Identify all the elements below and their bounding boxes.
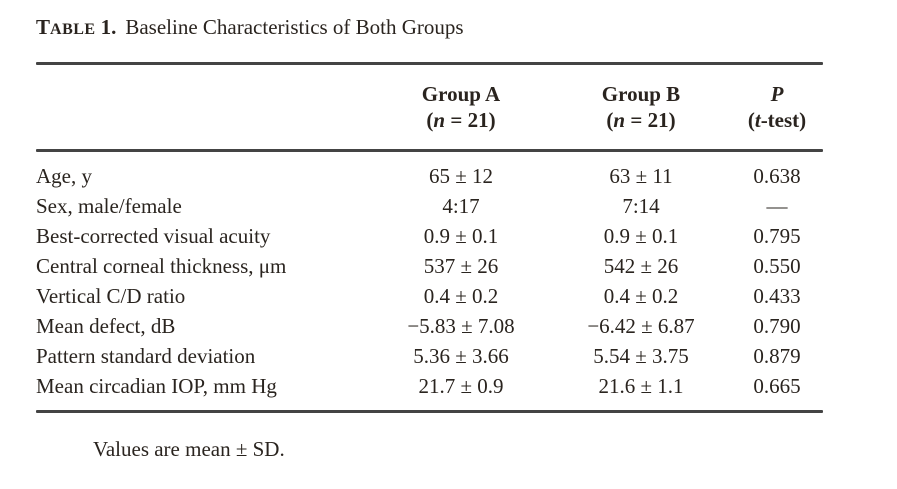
column-header-p: P (t-test): [731, 81, 823, 133]
cell-group-b: 542 ± 26: [603, 254, 679, 278]
table-row-mean-defect: Mean defect, dB −5.83 ± 7.08 −6.42 ± 6.8…: [36, 311, 823, 341]
table-row-corneal-thickness: Central corneal thickness, μm 537 ± 26 5…: [36, 251, 823, 281]
cell-p: 0.433: [753, 284, 801, 308]
cell-p: 0.638: [753, 164, 801, 188]
table-row-cd-ratio: Vertical C/D ratio 0.4 ± 0.2 0.4 ± 0.2 0…: [36, 281, 823, 311]
cell-p: 0.550: [753, 254, 801, 278]
table-header-row: Group A (n = 21) Group B (n = 21) P (t-t…: [36, 65, 823, 149]
cell-p: 0.790: [753, 314, 801, 338]
group-b-n: (n = 21): [606, 108, 676, 132]
row-label: Age, y: [36, 164, 92, 188]
cell-group-b: −6.42 ± 6.87: [587, 314, 695, 338]
row-label: Vertical C/D ratio: [36, 284, 186, 308]
cell-group-b: 0.9 ± 0.1: [603, 224, 679, 248]
group-a-name: Group A: [421, 82, 501, 106]
cell-group-b: 0.4 ± 0.2: [603, 284, 679, 308]
caption-text: Baseline Characteristics of Both Groups: [125, 15, 464, 39]
cell-group-a: 65 ± 12: [428, 164, 494, 188]
cell-group-b: 7:14: [622, 194, 660, 218]
row-label: Sex, male/female: [36, 194, 182, 218]
table-row-circadian-iop: Mean circadian IOP, mm Hg 21.7 ± 0.9 21.…: [36, 371, 823, 401]
table-body: Age, y 65 ± 12 63 ± 11 0.638 Sex, male/f…: [36, 152, 823, 410]
caption-label-smallcaps: ABLE: [50, 21, 96, 38]
table-figure: TABLE 1. Baseline Characteristics of Both …: [36, 14, 823, 462]
cell-p: 0.879: [753, 344, 801, 368]
cell-p: 0.665: [753, 374, 801, 398]
cell-group-b: 5.54 ± 3.75: [593, 344, 689, 368]
column-header-group-a: Group A (n = 21): [371, 81, 551, 133]
column-header-group-b: Group B (n = 21): [551, 81, 731, 133]
table-caption-label: TABLE 1.: [36, 15, 116, 39]
table-row-pattern-sd: Pattern standard deviation 5.36 ± 3.66 5…: [36, 341, 823, 371]
table-footnote: Values are mean ± SD.: [93, 437, 285, 461]
row-label: Pattern standard deviation: [36, 344, 256, 368]
group-a-n: (n = 21): [426, 108, 496, 132]
cell-group-b: 21.6 ± 1.1: [598, 374, 684, 398]
p-test-type: (t-test): [747, 108, 807, 132]
table-row-visual-acuity: Best-corrected visual acuity 0.9 ± 0.1 0…: [36, 221, 823, 251]
cell-group-a: −5.83 ± 7.08: [407, 314, 515, 338]
cell-group-b: 63 ± 11: [609, 164, 673, 188]
column-header-spacer: [36, 81, 371, 133]
caption-label-initial: T: [36, 15, 51, 39]
table-rule-header: [36, 149, 823, 152]
cell-group-a: 0.4 ± 0.2: [423, 284, 499, 308]
table-caption: TABLE 1. Baseline Characteristics of Both …: [36, 14, 823, 43]
cell-group-a: 0.9 ± 0.1: [423, 224, 499, 248]
cell-group-a: 21.7 ± 0.9: [418, 374, 504, 398]
table-row-age: Age, y 65 ± 12 63 ± 11 0.638: [36, 161, 823, 191]
caption-number: 1.: [100, 15, 117, 39]
table-rule-bottom: [36, 410, 823, 413]
cell-group-a: 4:17: [442, 194, 480, 218]
cell-p: —: [766, 194, 788, 218]
cell-group-a: 5.36 ± 3.66: [413, 344, 509, 368]
cell-group-a: 537 ± 26: [423, 254, 499, 278]
table-rule-top: [36, 62, 823, 65]
row-label: Mean defect, dB: [36, 314, 176, 338]
row-label: Best-corrected visual acuity: [36, 224, 271, 248]
row-label: Central corneal thickness, μm: [36, 254, 287, 278]
cell-p: 0.795: [753, 224, 801, 248]
table-row-sex: Sex, male/female 4:17 7:14 —: [36, 191, 823, 221]
p-name: P: [770, 82, 784, 106]
baseline-characteristics-table: Group A (n = 21) Group B (n = 21) P (t-t…: [36, 62, 823, 413]
row-label: Mean circadian IOP, mm Hg: [36, 374, 277, 398]
group-b-name: Group B: [601, 82, 681, 106]
